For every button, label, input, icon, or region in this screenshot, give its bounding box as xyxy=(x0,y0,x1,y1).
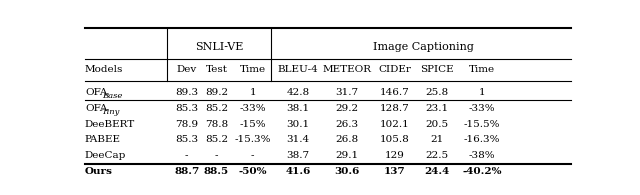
Text: 31.7: 31.7 xyxy=(335,88,358,97)
Text: 146.7: 146.7 xyxy=(380,88,410,97)
Text: -15%: -15% xyxy=(239,120,266,129)
Text: 23.1: 23.1 xyxy=(426,104,449,113)
Text: PABEE: PABEE xyxy=(85,135,121,144)
Text: 42.8: 42.8 xyxy=(287,88,310,97)
Text: 88.5: 88.5 xyxy=(204,167,229,176)
Text: 25.8: 25.8 xyxy=(426,88,449,97)
Text: 85.3: 85.3 xyxy=(175,104,198,113)
Text: SPICE: SPICE xyxy=(420,65,454,74)
Text: BLEU-4: BLEU-4 xyxy=(278,65,319,74)
Text: -: - xyxy=(251,151,254,160)
Text: 22.5: 22.5 xyxy=(426,151,449,160)
Text: CIDEr: CIDEr xyxy=(378,65,412,74)
Text: DeeCap: DeeCap xyxy=(85,151,126,160)
Text: METEOR: METEOR xyxy=(323,65,371,74)
Text: -40.2%: -40.2% xyxy=(462,167,502,176)
Text: 26.8: 26.8 xyxy=(335,135,358,144)
Text: DeeBERT: DeeBERT xyxy=(85,120,135,129)
Text: Tiny: Tiny xyxy=(102,107,120,116)
Text: 89.2: 89.2 xyxy=(205,88,228,97)
Text: 29.1: 29.1 xyxy=(335,151,358,160)
Text: 41.6: 41.6 xyxy=(285,167,311,176)
Text: 129: 129 xyxy=(385,151,405,160)
Text: 105.8: 105.8 xyxy=(380,135,410,144)
Text: 1: 1 xyxy=(250,88,256,97)
Text: 30.6: 30.6 xyxy=(334,167,360,176)
Text: 102.1: 102.1 xyxy=(380,120,410,129)
Text: 21: 21 xyxy=(431,135,444,144)
Text: Ours: Ours xyxy=(85,167,113,176)
Text: 128.7: 128.7 xyxy=(380,104,410,113)
Text: -15.5%: -15.5% xyxy=(463,120,500,129)
Text: 1: 1 xyxy=(479,88,485,97)
Text: 78.8: 78.8 xyxy=(205,120,228,129)
Text: Image Captioning: Image Captioning xyxy=(372,42,474,52)
Text: OFA: OFA xyxy=(85,88,108,97)
Text: 26.3: 26.3 xyxy=(335,120,358,129)
Text: 85.3: 85.3 xyxy=(175,135,198,144)
Text: -33%: -33% xyxy=(239,104,266,113)
Text: 31.4: 31.4 xyxy=(287,135,310,144)
Text: 85.2: 85.2 xyxy=(205,104,228,113)
Text: 137: 137 xyxy=(384,167,406,176)
Text: Models: Models xyxy=(85,65,124,74)
Text: 29.2: 29.2 xyxy=(335,104,358,113)
Text: 30.1: 30.1 xyxy=(287,120,310,129)
Text: 85.2: 85.2 xyxy=(205,135,228,144)
Text: Time: Time xyxy=(468,65,495,74)
Text: OFA: OFA xyxy=(85,104,108,113)
Text: 78.9: 78.9 xyxy=(175,120,198,129)
Text: Test: Test xyxy=(205,65,227,74)
Text: 88.7: 88.7 xyxy=(174,167,199,176)
Text: -: - xyxy=(185,151,188,160)
Text: 38.1: 38.1 xyxy=(287,104,310,113)
Text: SNLI-VE: SNLI-VE xyxy=(195,42,243,52)
Text: -16.3%: -16.3% xyxy=(463,135,500,144)
Text: -38%: -38% xyxy=(468,151,495,160)
Text: -15.3%: -15.3% xyxy=(234,135,271,144)
Text: Dev: Dev xyxy=(177,65,196,74)
Text: -50%: -50% xyxy=(238,167,267,176)
Text: 89.3: 89.3 xyxy=(175,88,198,97)
Text: 38.7: 38.7 xyxy=(287,151,310,160)
Text: -33%: -33% xyxy=(468,104,495,113)
Text: 24.4: 24.4 xyxy=(424,167,450,176)
Text: -: - xyxy=(214,151,218,160)
Text: Time: Time xyxy=(239,65,266,74)
Text: Base: Base xyxy=(102,92,122,100)
Text: 20.5: 20.5 xyxy=(426,120,449,129)
